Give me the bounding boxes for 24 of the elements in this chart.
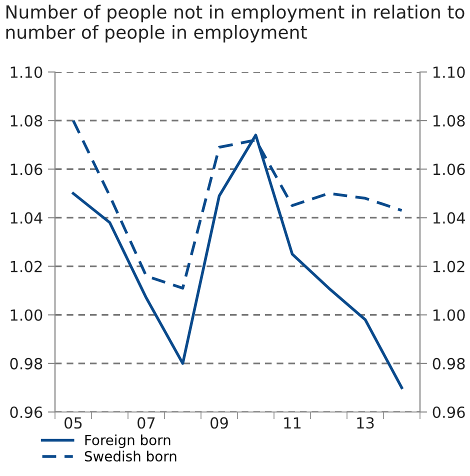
x-tick-label: 09 bbox=[210, 417, 228, 429]
x-tick-label: 07 bbox=[138, 417, 155, 429]
x-tick-label: 13 bbox=[357, 417, 374, 429]
y2-tick-label: 0.98 bbox=[432, 358, 465, 370]
y2-tick-label: 1.04 bbox=[433, 212, 465, 224]
y2-tick-label: 1.10 bbox=[433, 66, 465, 78]
chart-title: Number of people not in employment in relation to number of people in employment bbox=[6, 4, 464, 42]
legend-label: Swedish born bbox=[84, 450, 176, 462]
y2-tick-label: 1.02 bbox=[433, 260, 464, 272]
y-tick-label: 1.08 bbox=[10, 115, 42, 127]
x-tick-label: 11 bbox=[284, 417, 301, 428]
x-tick-label: 05 bbox=[64, 417, 82, 429]
legend-label: Foreign born bbox=[85, 434, 170, 448]
y-tick-label: 0.96 bbox=[10, 406, 42, 418]
y-tick-label: 1.10 bbox=[10, 66, 42, 78]
y-tick-label: 1.06 bbox=[10, 164, 42, 176]
y2-tick-label: 1.06 bbox=[433, 164, 465, 176]
y-tick-label: 1.04 bbox=[10, 212, 42, 224]
y-tick-label: 1.02 bbox=[10, 260, 42, 272]
y2-tick-label: 1.00 bbox=[433, 309, 465, 321]
y-tick-label: 0.98 bbox=[10, 358, 42, 370]
y2-tick-label: 1.08 bbox=[433, 115, 465, 127]
y-tick-label: 1.00 bbox=[10, 309, 42, 321]
y2-tick-label: 0.96 bbox=[432, 406, 465, 418]
